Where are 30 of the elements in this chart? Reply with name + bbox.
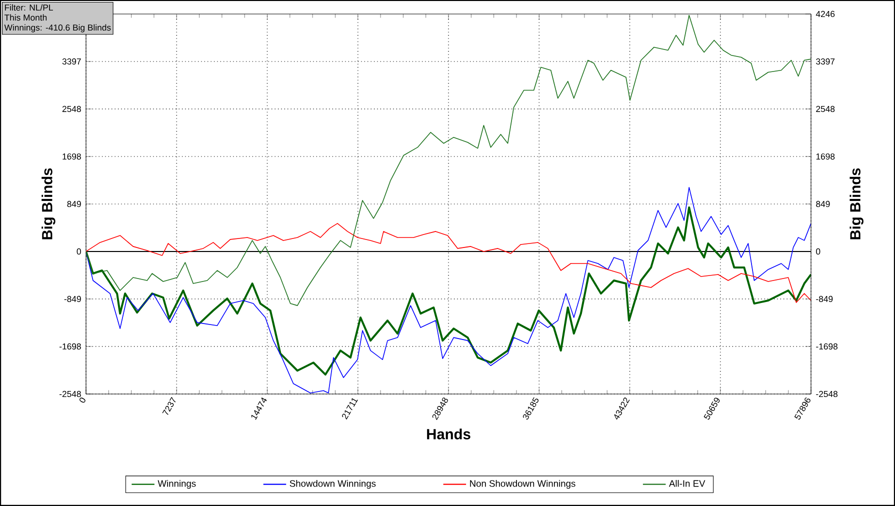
y2-tick-label: 4246 xyxy=(816,10,835,18)
y2-tick-label: 2548 xyxy=(816,106,835,112)
y-tick-label: 849 xyxy=(67,200,81,208)
x-axis-title: Hands xyxy=(427,428,470,440)
x-tick-label: 0 xyxy=(80,398,86,403)
y-tick-label: 1698 xyxy=(62,153,81,160)
y-tick-label: -2548 xyxy=(60,390,81,398)
legend-label: Winnings xyxy=(158,480,196,489)
legend-label: Showdown Winnings xyxy=(290,480,376,489)
y2-axis-title: Big Blinds xyxy=(850,168,864,240)
y-tick-label: -849 xyxy=(64,296,81,302)
line-series xyxy=(86,206,811,376)
legend-label: Non Showdown Winnings xyxy=(470,480,576,489)
y2-tick-label: -2548 xyxy=(816,390,838,398)
text: Filter: NL/PL xyxy=(4,4,53,11)
y2-tick-label: 3397 xyxy=(816,58,835,65)
y2-tick-label: 0 xyxy=(816,248,820,255)
y-tick-label: 2548 xyxy=(62,106,81,112)
y-tick-label: 3397 xyxy=(62,58,81,65)
annotation: Winnings: -410.6 Big Blinds xyxy=(4,24,111,32)
y-tick-label: 0 xyxy=(76,248,81,255)
y-axis-title: Big Blinds xyxy=(42,168,56,240)
line-series xyxy=(86,223,811,303)
text: This Month xyxy=(4,14,47,21)
y2-tick-label: 1698 xyxy=(816,153,835,160)
legend-label: All-In EV xyxy=(668,480,706,487)
y2-tick-label: 849 xyxy=(816,200,830,208)
y2-tick-label: -1698 xyxy=(816,343,838,350)
y-tick-label: -1698 xyxy=(60,343,81,350)
y2-tick-label: -849 xyxy=(816,296,833,302)
